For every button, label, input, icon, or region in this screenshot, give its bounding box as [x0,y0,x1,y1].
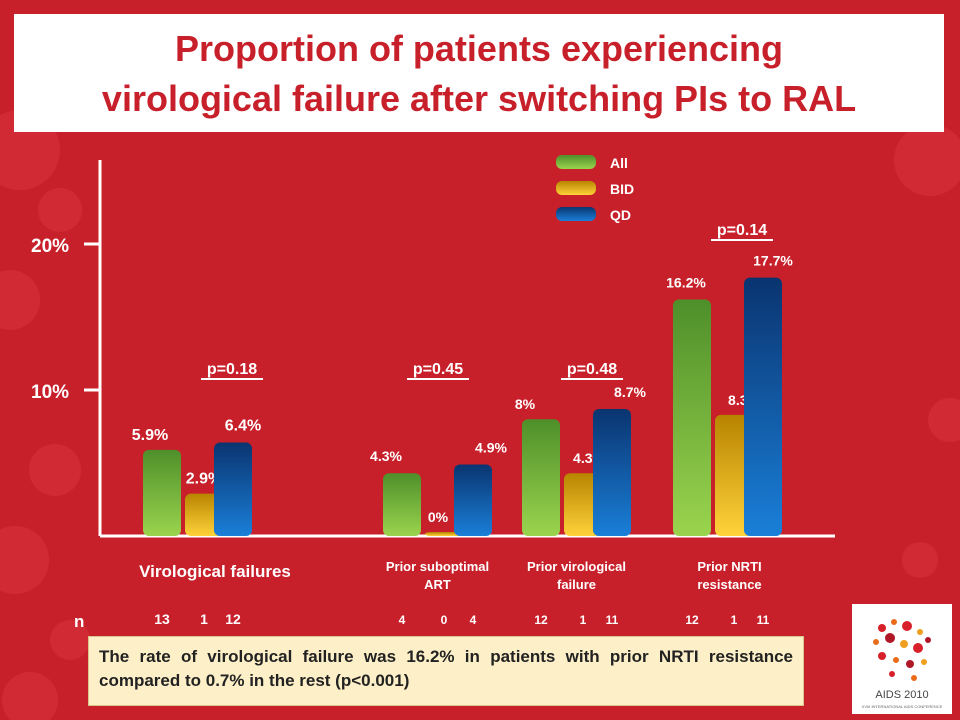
y-tick-label: 10% [31,382,69,403]
title-box: Proportion of patients experiencing viro… [14,14,944,132]
n-value: 12 [685,613,699,627]
logo-text: AIDS 2010 [875,689,928,701]
bar-value-label: 16.2% [666,274,706,290]
p-value-label: p=0.45 [413,361,463,378]
group-label: Prior virological [527,559,626,574]
title-line-2: virological failure after switching PIs … [101,78,857,119]
group-label: Virological failures [139,562,291,581]
n-value: 4 [470,613,477,627]
group-label: resistance [697,577,761,592]
bar-value-label: 4.9% [475,439,507,455]
bar-value-label: 6.4% [225,418,261,435]
group-label: Prior suboptimal [386,559,489,574]
group-label: Prior NRTI [697,559,761,574]
legend-label-all: All [610,155,628,171]
bar-value-label: 5.9% [132,427,168,444]
bar-all [673,299,711,536]
p-value-label: p=0.14 [717,222,767,239]
n-value: 13 [154,611,170,627]
legend-label-bid: BID [610,181,634,197]
n-value: 12 [534,613,548,627]
n-value: 12 [225,611,241,627]
bar-all [143,449,181,536]
n-value: 4 [399,613,406,627]
bar-value-label: 4.3% [370,448,402,464]
n-value: 11 [606,613,619,627]
bar-bid [715,414,753,536]
bar-value-label: 0% [428,509,449,525]
bar-value-label: 17.7% [753,253,793,269]
n-value: 11 [757,613,770,627]
bar-qd [214,442,252,536]
bar-all [383,473,421,536]
p-value-label: p=0.18 [207,361,257,378]
y-tick-label: 20% [31,236,69,257]
bar-value-label: 2.9% [186,471,222,488]
logo-ribbon-mark [873,619,931,681]
legend-label-qd: QD [610,207,631,223]
group-label: failure [557,577,596,592]
bar-bid [185,493,223,536]
n-value: 0 [441,613,448,627]
n-label: n [74,612,84,631]
n-value: 1 [580,613,587,627]
legend-swatch-all [556,155,596,169]
n-value: 1 [731,613,738,627]
bar-bid [425,532,463,536]
bar-bid [564,473,602,536]
p-value-label: p=0.48 [567,361,617,378]
bar-qd [744,277,782,536]
group-label: ART [424,577,451,592]
bar-qd [454,464,492,536]
title-line-1: Proportion of patients experiencing [174,28,784,69]
bar-value-label: 8.7% [614,384,646,400]
legend-swatch-bid [556,181,596,195]
bar-all [522,419,560,536]
bar-value-label: 8% [515,396,536,412]
footnote-text: The rate of virological failure was 16.2… [99,647,793,690]
bar-qd [593,408,631,536]
conference-logo: AIDS 2010 XVIII INTERNATIONAL AIDS CONFE… [852,604,952,714]
legend-swatch-qd [556,207,596,221]
footnote-box: The rate of virological failure was 16.2… [88,636,804,706]
logo-subtext: XVIII INTERNATIONAL AIDS CONFERENCE [862,704,943,709]
n-value: 1 [200,611,208,627]
